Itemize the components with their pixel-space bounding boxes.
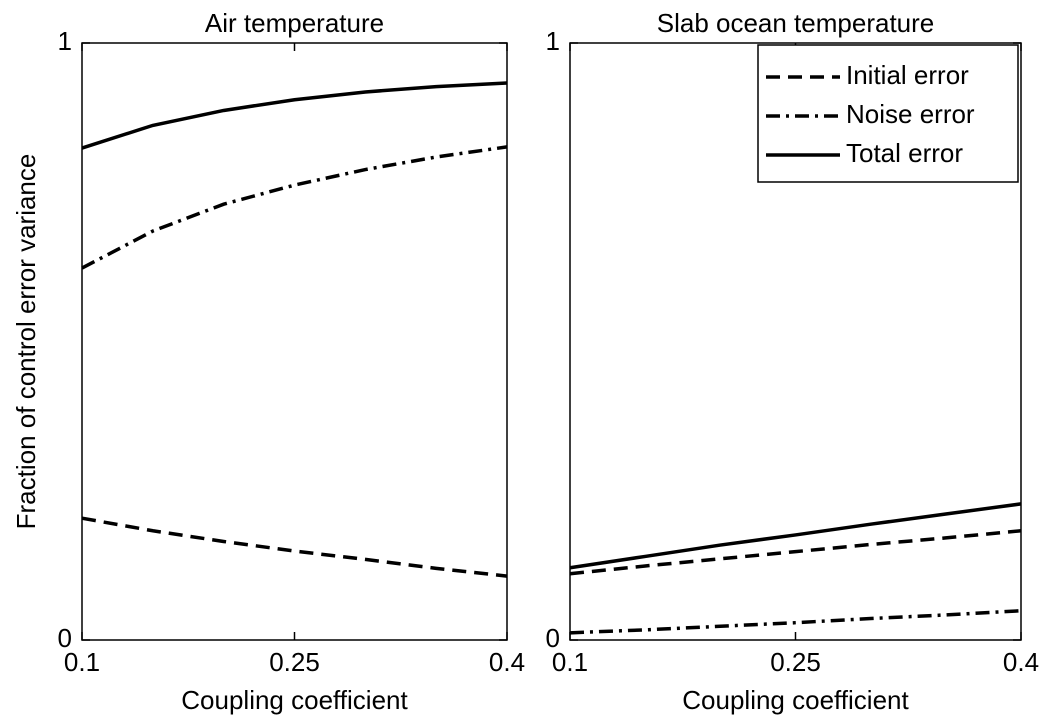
y-axis-label: Fraction of control error variance <box>11 154 41 530</box>
y-tick-label: 0 <box>546 623 560 653</box>
x-tick-label: 0.1 <box>64 647 100 677</box>
y-tick-label: 1 <box>546 26 560 56</box>
chart-title: Air temperature <box>205 8 384 38</box>
line-series <box>569 529 1022 576</box>
chart-title: Slab ocean temperature <box>657 8 935 38</box>
x-axis-label: Coupling coefficient <box>181 685 408 715</box>
legend-label: Noise error <box>846 99 975 129</box>
axes-frame <box>81 42 508 641</box>
line-series <box>569 502 1022 570</box>
y-tick-label: 0 <box>58 623 72 653</box>
x-tick-label: 0.1 <box>552 647 588 677</box>
line-series <box>81 516 508 578</box>
x-tick-label: 0.25 <box>269 647 320 677</box>
y-tick-label: 1 <box>58 26 72 56</box>
legend-label: Total error <box>846 138 963 168</box>
x-tick-label: 0.25 <box>770 647 821 677</box>
line-series <box>569 608 1022 635</box>
line-series <box>81 81 508 150</box>
line-series <box>81 145 508 270</box>
x-axis-label: Coupling coefficient <box>682 685 909 715</box>
legend-label: Initial error <box>846 60 969 90</box>
x-tick-label: 0.4 <box>1003 647 1039 677</box>
legend-box <box>757 44 1019 183</box>
x-tick-label: 0.4 <box>489 647 525 677</box>
